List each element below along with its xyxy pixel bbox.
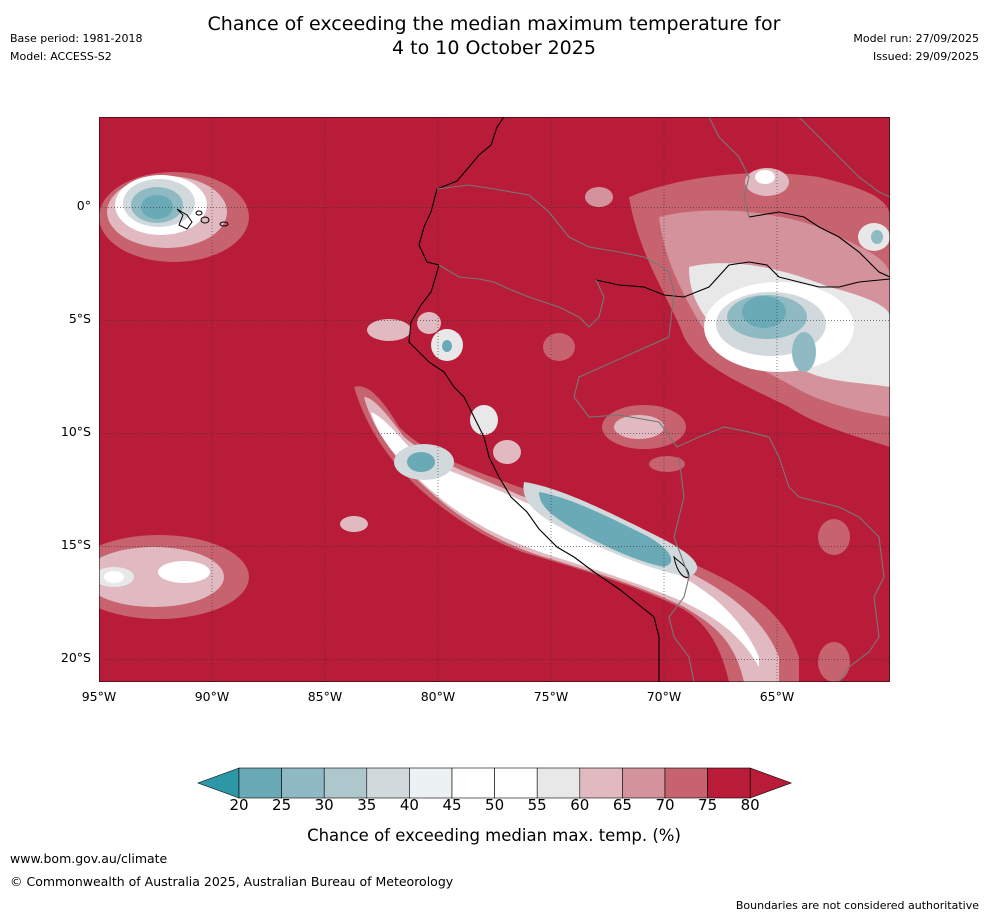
- lat-label: 10°S: [60, 424, 91, 440]
- lat-label: 0°: [76, 198, 91, 214]
- footer-copyright: © Commonwealth of Australia 2025, Austra…: [10, 874, 454, 889]
- lon-label: 70°W: [646, 689, 682, 704]
- border-lines: [436, 117, 890, 682]
- colorbar-tick-label: 35: [357, 796, 376, 810]
- colorbar-title: Chance of exceeding median max. temp. (%…: [307, 826, 681, 845]
- coastline-north: [595, 261, 890, 298]
- colorbar-tick-label: 75: [698, 796, 717, 810]
- colorbar-tick-label: 70: [655, 796, 674, 810]
- map-frame: [99, 117, 890, 682]
- lon-label: 65°W: [759, 689, 795, 704]
- colorbar-tick-label: 65: [613, 796, 632, 810]
- colorbar-segment: [664, 767, 708, 799]
- colorbar-tick-label: 30: [315, 796, 334, 810]
- colorbar-tick-label: 50: [485, 796, 504, 810]
- anomaly-southwest: [99, 535, 249, 619]
- model-run: Model run: 27/09/2025: [853, 32, 979, 45]
- colorbar-segment: [707, 767, 751, 799]
- lat-label: 15°S: [60, 537, 91, 553]
- lon-label: 75°W: [533, 689, 569, 704]
- colorbar-segment: [238, 767, 282, 799]
- graticule: [99, 117, 890, 682]
- colorbar-tick-label: 55: [528, 796, 547, 810]
- base-period: Base period: 1981-2018: [10, 32, 143, 45]
- chart-title: Chance of exceeding the median maximum t…: [0, 12, 988, 60]
- colorbar-tick-label: 25: [272, 796, 291, 810]
- colorbar-tick-label: 80: [741, 796, 760, 810]
- colorbar-segment: [622, 767, 666, 799]
- colorbar-tick-label: 60: [570, 796, 589, 810]
- colorbar-segment: [409, 767, 453, 799]
- lon-label: 90°W: [194, 689, 230, 704]
- coastline-amazon-mouth: [748, 211, 890, 278]
- probability-map: [99, 117, 890, 682]
- colorbar-graphic: 20 25 30 35 40 45 50 55 60 65 70 75 80: [197, 767, 793, 814]
- issued-date: Issued: 29/09/2025: [872, 50, 979, 63]
- title-line-2: 4 to 10 October 2025: [392, 37, 596, 59]
- colorbar-tick-label: 45: [442, 796, 461, 810]
- colorbar-extend-high: [749, 767, 793, 799]
- colorbar-segment: [281, 767, 325, 799]
- colorbar-segment: [366, 767, 410, 799]
- footer-url[interactable]: www.bom.gov.au/climate: [10, 851, 168, 866]
- colorbar-segment: [323, 767, 368, 799]
- lon-label: 85°W: [307, 689, 343, 704]
- colorbar-extend-low: [197, 767, 240, 799]
- galapagos-islands: [176, 208, 229, 230]
- colorbar-segment: [579, 767, 623, 799]
- anomaly-northeast: [543, 168, 890, 447]
- colorbar-segment: [536, 767, 581, 799]
- colorbar-tick-label: 40: [400, 796, 419, 810]
- lon-label: 95°W: [81, 689, 117, 704]
- colorbar-segment: [451, 767, 495, 799]
- meta-right: Model run: 27/09/2025 Issued: 29/09/2025: [853, 30, 979, 66]
- footer-disclaimer: Boundaries are not considered authoritat…: [735, 899, 979, 912]
- lon-label: 80°W: [420, 689, 456, 704]
- model-name: Model: ACCESS-S2: [10, 50, 112, 63]
- anomaly-galapagos: [99, 172, 249, 262]
- colorbar: 20 25 30 35 40 45 50 55 60 65 70 75 80: [190, 760, 800, 814]
- colorbar-tick-label: 20: [229, 796, 248, 810]
- lat-label: 20°S: [60, 650, 91, 666]
- lat-label: 5°S: [68, 311, 91, 327]
- anomaly-peru-coast: [340, 312, 850, 682]
- map-panel: [99, 117, 890, 682]
- meta-left: Base period: 1981-2018 Model: ACCESS-S2: [10, 30, 142, 66]
- colorbar-segment: [494, 767, 538, 799]
- title-line-1: Chance of exceeding the median maximum t…: [207, 13, 781, 35]
